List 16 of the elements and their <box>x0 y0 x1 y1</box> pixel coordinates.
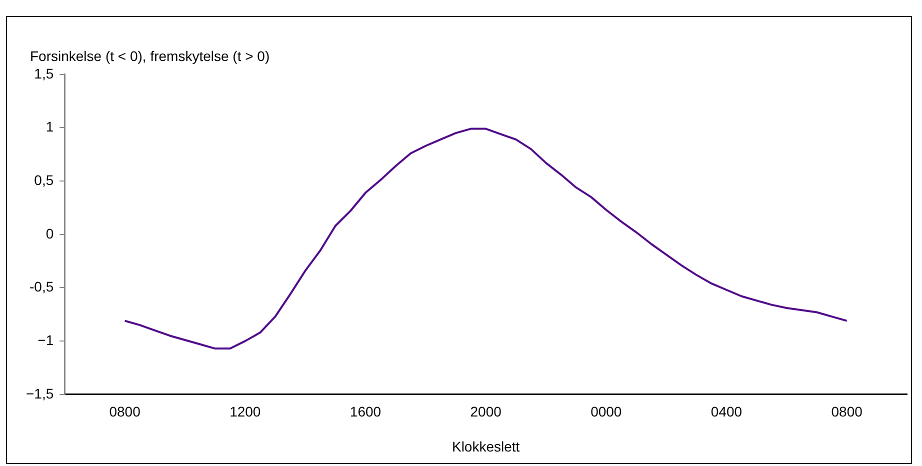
y-tick-label: 0,5 <box>34 172 54 188</box>
y-tick-label: −1 <box>38 332 54 348</box>
x-axis-title: Klokkeslett <box>452 438 520 454</box>
y-tick-label: -0,5 <box>30 278 54 295</box>
x-tick-label: 0400 <box>710 404 742 420</box>
x-tick-label: 1600 <box>350 404 382 420</box>
x-tick-label: 2000 <box>470 404 502 420</box>
y-tick-label: 1,5 <box>34 65 54 82</box>
x-tick-label: 0800 <box>831 404 863 420</box>
x-tick-label: 0000 <box>590 404 622 420</box>
y-tick-label: 1 <box>46 118 54 135</box>
x-tick-label: 0800 <box>109 404 141 420</box>
x-tick-label: 1200 <box>230 404 261 420</box>
y-tick-label: −1,5 <box>26 385 54 402</box>
y-axis-title: Forsinkelse (t < 0), fremskytelse (t > 0) <box>30 48 270 64</box>
y-tick-label: 0 <box>46 225 54 242</box>
